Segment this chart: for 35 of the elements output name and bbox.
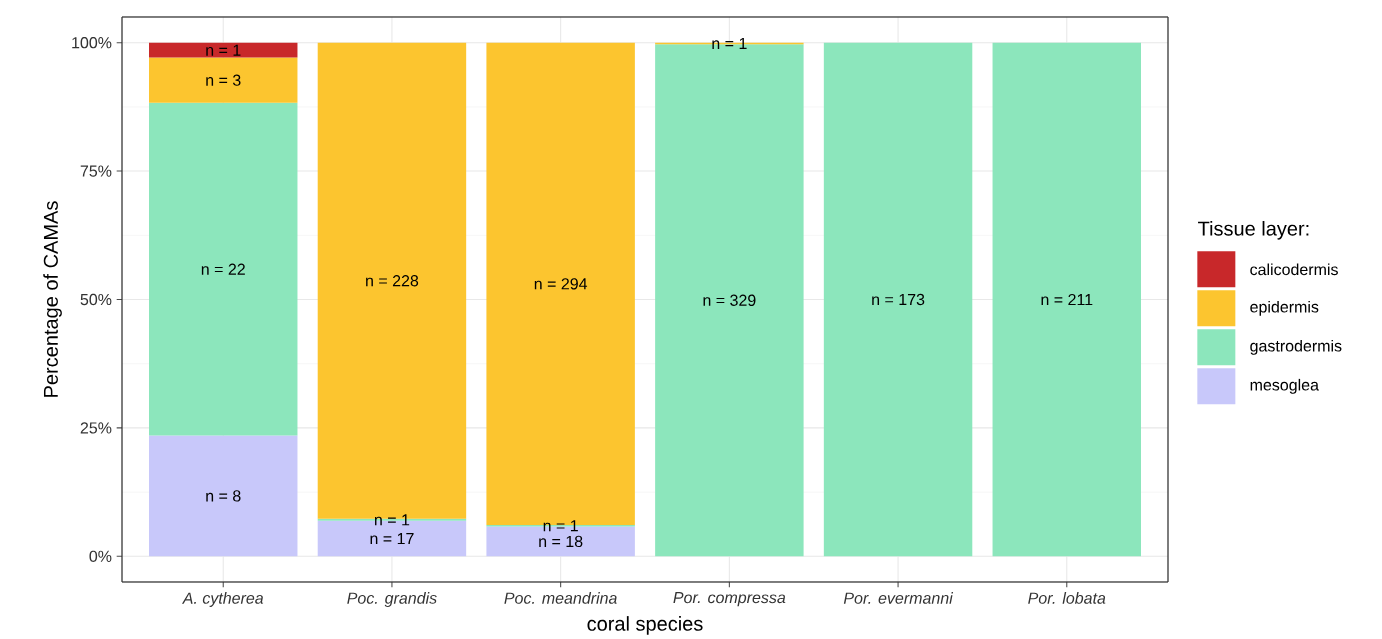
y-tick-label: 0% [89,550,112,562]
annotation: n = 228 [366,274,419,287]
annotation: n = 17 [370,533,414,544]
bar [149,102,298,436]
annotation: n = 294 [534,278,588,290]
y-tick-label: 100% [72,36,112,49]
y-axis-title: Percentage of CAMAs [43,201,62,397]
y-tick-label: 25% [80,422,112,434]
y-tick-label: 50% [80,293,112,306]
x-tick-label: Por. lobata [1028,591,1106,604]
annotation: n = 18 [539,535,583,547]
x-tick-label: Poc. meandrina [504,591,617,604]
annotation: n = 22 [201,263,245,275]
x-tick-label: Poc. grandis [347,591,437,607]
x-axis-title: coral species [587,616,703,635]
x-tick-label: Por. evermanni [843,591,954,604]
annotation: n = 3 [206,74,241,86]
legend-label: mesoglea [1250,378,1319,394]
bar [823,42,973,557]
annotation: n = 1 [206,44,241,56]
legend-label: epidermis [1250,300,1319,316]
bar [149,57,298,103]
x-tick-label: Por. compressa [673,591,786,607]
legend-title: Tissue layer: [1198,220,1309,240]
annotation: n = 329 [703,294,756,306]
y-tick-label: 75% [80,165,112,177]
annotation: n = 8 [206,490,241,502]
x-tick-label: A. cytherea [181,591,264,607]
bar [149,435,298,557]
legend-label: gastrodermis [1250,339,1342,355]
bar [992,42,1142,557]
bar [149,42,298,58]
annotation: n = 211 [1041,293,1093,305]
legend-label: calicodermis [1250,263,1338,276]
annotation: n = 173 [872,293,925,306]
